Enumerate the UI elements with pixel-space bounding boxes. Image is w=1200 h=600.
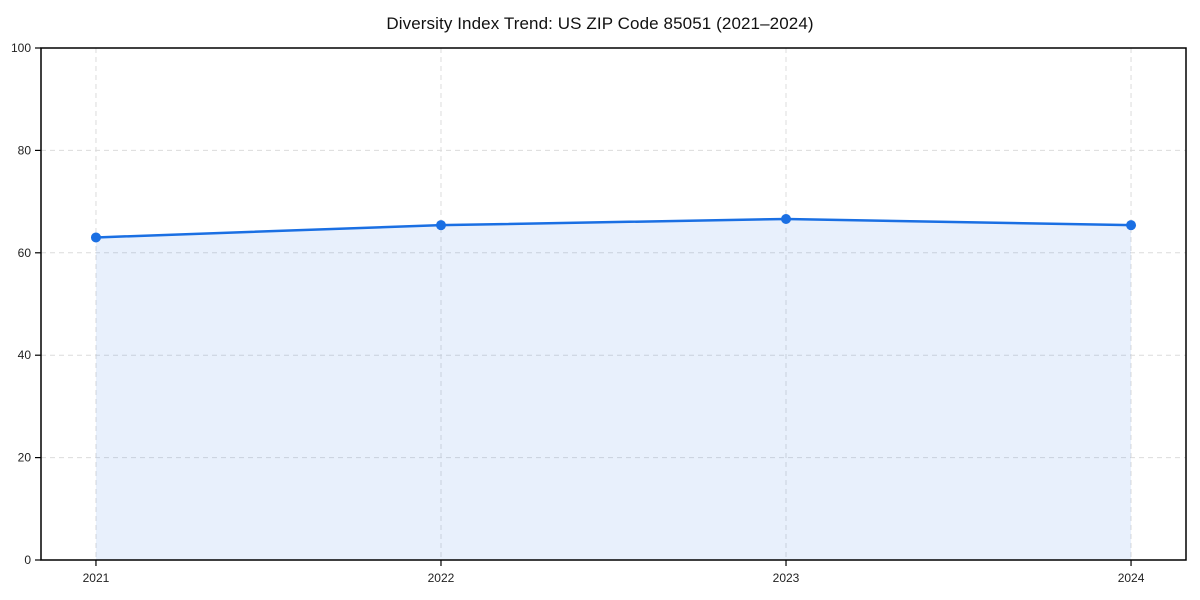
data-point xyxy=(90,232,101,243)
y-tick-label: 20 xyxy=(18,451,32,465)
x-tick-label: 2022 xyxy=(428,571,455,585)
x-tick-label: 2023 xyxy=(773,571,800,585)
y-tick-label: 60 xyxy=(18,246,32,260)
y-tick-label: 100 xyxy=(11,41,31,55)
data-point xyxy=(781,214,792,225)
trend-line xyxy=(94,217,1133,239)
y-tick-label: 0 xyxy=(24,553,31,567)
area-fill xyxy=(95,219,1132,560)
plot-border xyxy=(40,47,1187,561)
data-point xyxy=(1126,220,1137,231)
x-tick-label: 2021 xyxy=(83,571,110,585)
chart-title: Diversity Index Trend: US ZIP Code 85051… xyxy=(386,14,814,33)
y-tick-label: 40 xyxy=(18,348,32,362)
y-tick-label: 80 xyxy=(18,143,32,157)
x-tick-label: 2024 xyxy=(1118,571,1145,585)
data-point xyxy=(435,220,446,231)
